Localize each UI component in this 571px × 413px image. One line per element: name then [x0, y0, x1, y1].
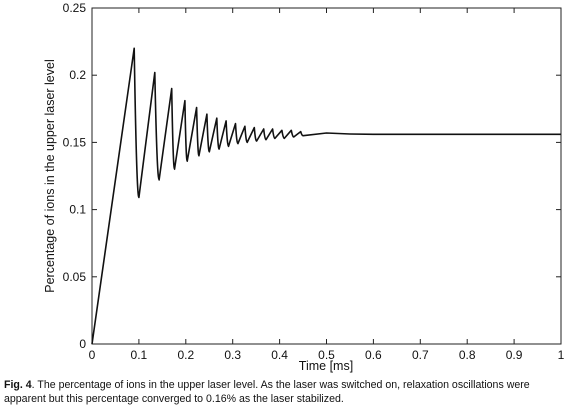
- y-tick-label: 0.25: [63, 1, 87, 15]
- y-tick-label: 0.15: [63, 135, 87, 149]
- x-tick-label: 0.3: [224, 348, 241, 362]
- x-tick-label: 0.9: [506, 348, 523, 362]
- plot-area: [91, 7, 562, 345]
- y-tick-label: 0.05: [63, 270, 87, 284]
- figure-caption-text: . The percentage of ions in the upper la…: [4, 379, 530, 405]
- x-tick-label: 0.4: [271, 348, 288, 362]
- x-tick-label: 0.6: [365, 348, 382, 362]
- y-axis-label: Percentage of ions in the upper laser le…: [43, 59, 57, 292]
- x-tick-label: 0: [89, 348, 96, 362]
- x-tick-label: 0.1: [131, 348, 148, 362]
- x-tick-label: 1: [558, 348, 565, 362]
- y-tick-label: 0.1: [69, 203, 86, 217]
- axis-tick-labels: 0 0.1 0.2 0.3 0.4 0.5 0.6 0.7 0.8 0.9 1 0 0.05 0.1 0.1…: [63, 1, 565, 362]
- series-line: [91, 47, 561, 345]
- figure-caption: Fig. 4. The percentage of ions in the up…: [4, 378, 570, 406]
- y-tick-label: 0: [79, 337, 86, 351]
- x-axis-label: Time [ms]: [299, 359, 353, 373]
- y-tick-label: 0.2: [69, 68, 86, 82]
- x-tick-label: 0.5: [318, 348, 335, 362]
- figure-caption-label: Fig. 4: [4, 379, 32, 391]
- line-chart: 0 0.1 0.2 0.3 0.4 0.5 0.6 0.7 0.8 0.9 1 0 0.05 0.1 0.1…: [43, 1, 565, 373]
- axis-ticks: [91, 7, 562, 345]
- x-tick-label: 0.7: [412, 348, 429, 362]
- x-tick-label: 0.2: [177, 348, 194, 362]
- x-tick-label: 0.8: [459, 348, 476, 362]
